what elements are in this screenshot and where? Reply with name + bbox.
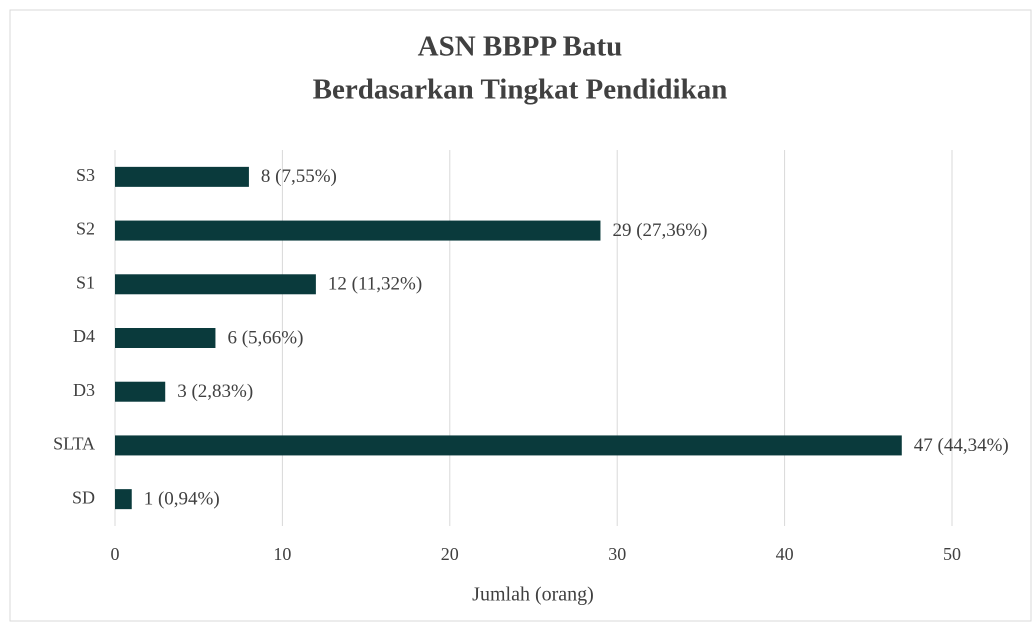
bar	[115, 489, 132, 510]
y-tick-label: S1	[76, 272, 95, 292]
y-tick-label: SLTA	[53, 434, 95, 454]
data-label: 8 (7,55%)	[261, 166, 337, 187]
data-label: 3 (2,83%)	[177, 381, 253, 402]
bar	[115, 381, 166, 402]
bar	[115, 328, 216, 348]
y-tick-label: S3	[76, 165, 95, 185]
x-tick-label: 0	[111, 544, 120, 564]
data-label: 47 (44,34%)	[914, 435, 1009, 456]
bar	[115, 274, 316, 295]
x-tick-label: 20	[441, 544, 459, 564]
bar	[115, 435, 902, 456]
x-axis-label: Jumlah (orang)	[472, 584, 594, 606]
bar	[115, 220, 601, 241]
y-tick-label: S2	[76, 219, 95, 239]
y-tick-label: D3	[73, 380, 95, 400]
x-tick-label: 50	[943, 544, 961, 564]
y-tick-label: SD	[72, 487, 95, 507]
chart-title: ASN BBPP Batu	[418, 31, 623, 63]
x-tick-label: 30	[608, 544, 626, 564]
x-tick-label: 40	[776, 544, 794, 564]
y-tick-label: D4	[73, 326, 95, 346]
data-label: 1 (0,94%)	[144, 489, 220, 510]
data-label: 6 (5,66%)	[227, 327, 303, 348]
chart-frame	[9, 9, 1032, 622]
x-tick-label: 10	[273, 544, 291, 564]
data-label: 12 (11,32%)	[328, 274, 422, 295]
data-label: 29 (27,36%)	[612, 220, 707, 241]
chart-title: Berdasarkan Tingkat Pendidikan	[313, 74, 728, 106]
bar	[115, 166, 249, 187]
